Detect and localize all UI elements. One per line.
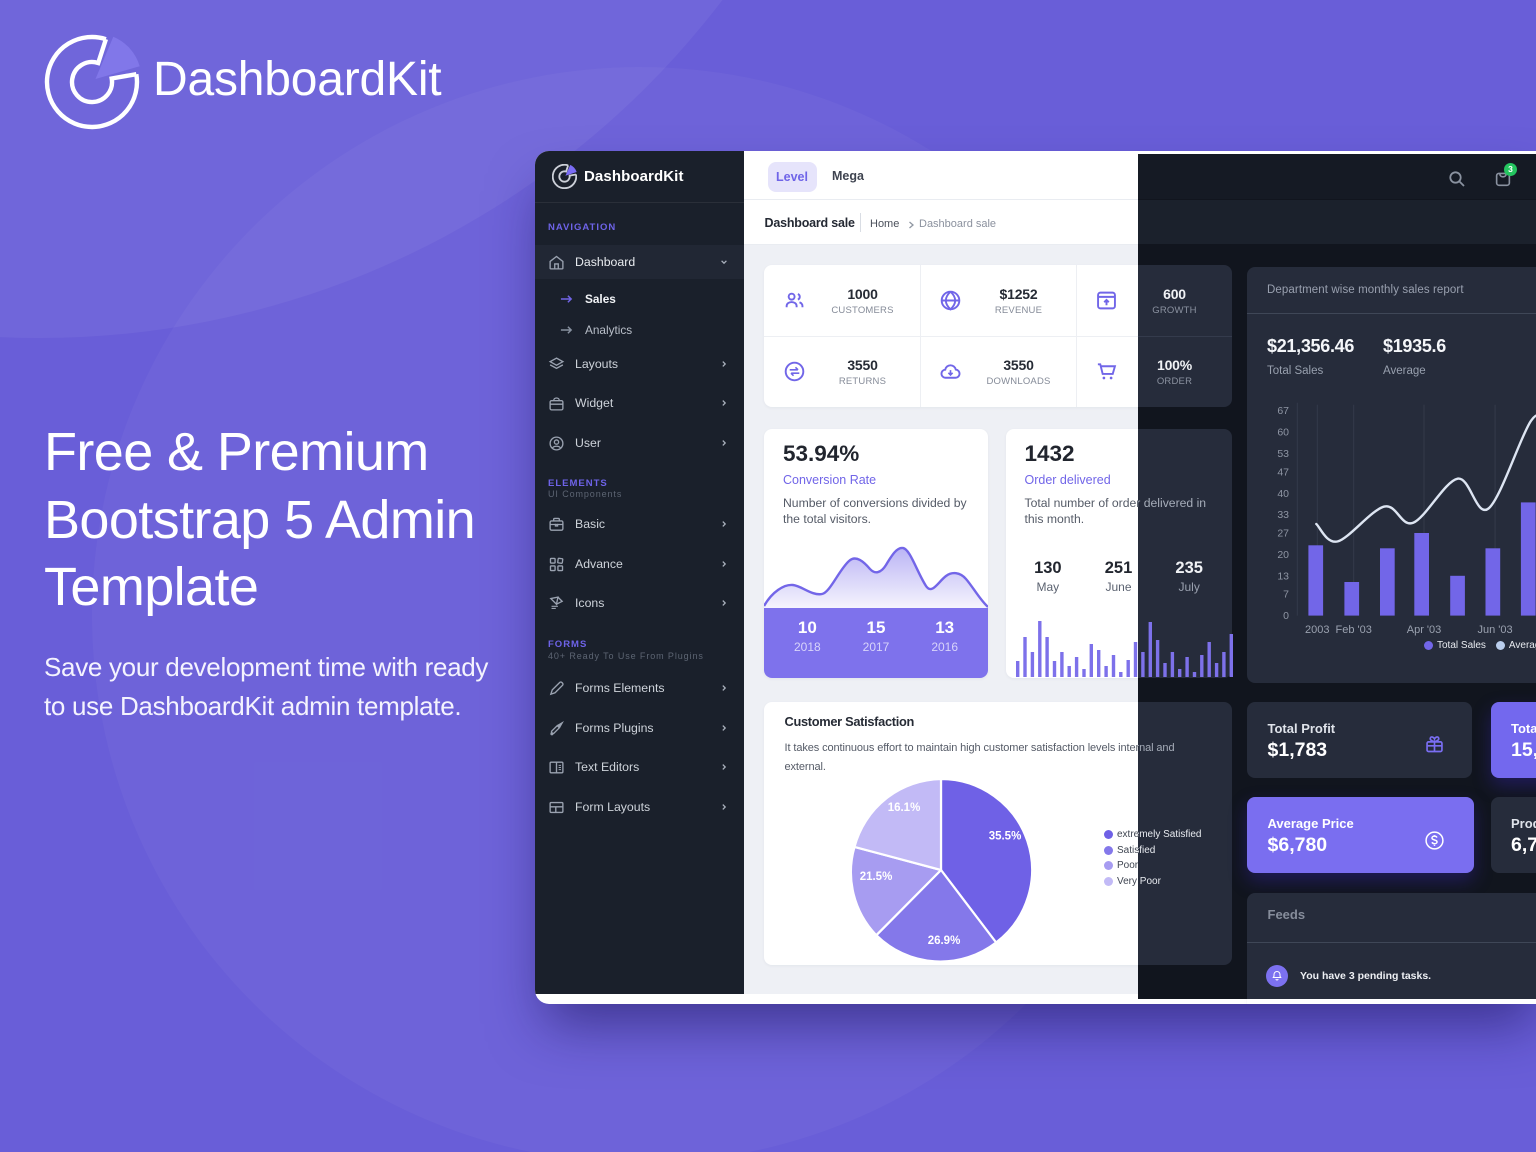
- svg-text:Jun '03: Jun '03: [1478, 624, 1513, 636]
- svg-text:2003: 2003: [1305, 624, 1329, 636]
- svg-text:21.5%: 21.5%: [860, 871, 893, 883]
- svg-text:26.9%: 26.9%: [928, 935, 961, 947]
- svg-text:60: 60: [1277, 426, 1289, 438]
- svg-text:35.5%: 35.5%: [989, 831, 1022, 843]
- svg-text:53: 53: [1277, 448, 1289, 460]
- svg-text:0: 0: [1283, 610, 1289, 622]
- svg-text:27: 27: [1277, 527, 1289, 539]
- svg-text:Feb '03: Feb '03: [1336, 624, 1372, 636]
- svg-text:16.1%: 16.1%: [888, 802, 921, 814]
- svg-text:40: 40: [1277, 487, 1289, 499]
- svg-text:7: 7: [1283, 588, 1289, 600]
- svg-text:20: 20: [1277, 548, 1289, 560]
- svg-text:67: 67: [1277, 405, 1289, 417]
- svg-text:Apr '03: Apr '03: [1407, 624, 1442, 636]
- svg-text:33: 33: [1277, 509, 1289, 521]
- svg-text:13: 13: [1277, 570, 1289, 582]
- svg-text:47: 47: [1277, 466, 1289, 478]
